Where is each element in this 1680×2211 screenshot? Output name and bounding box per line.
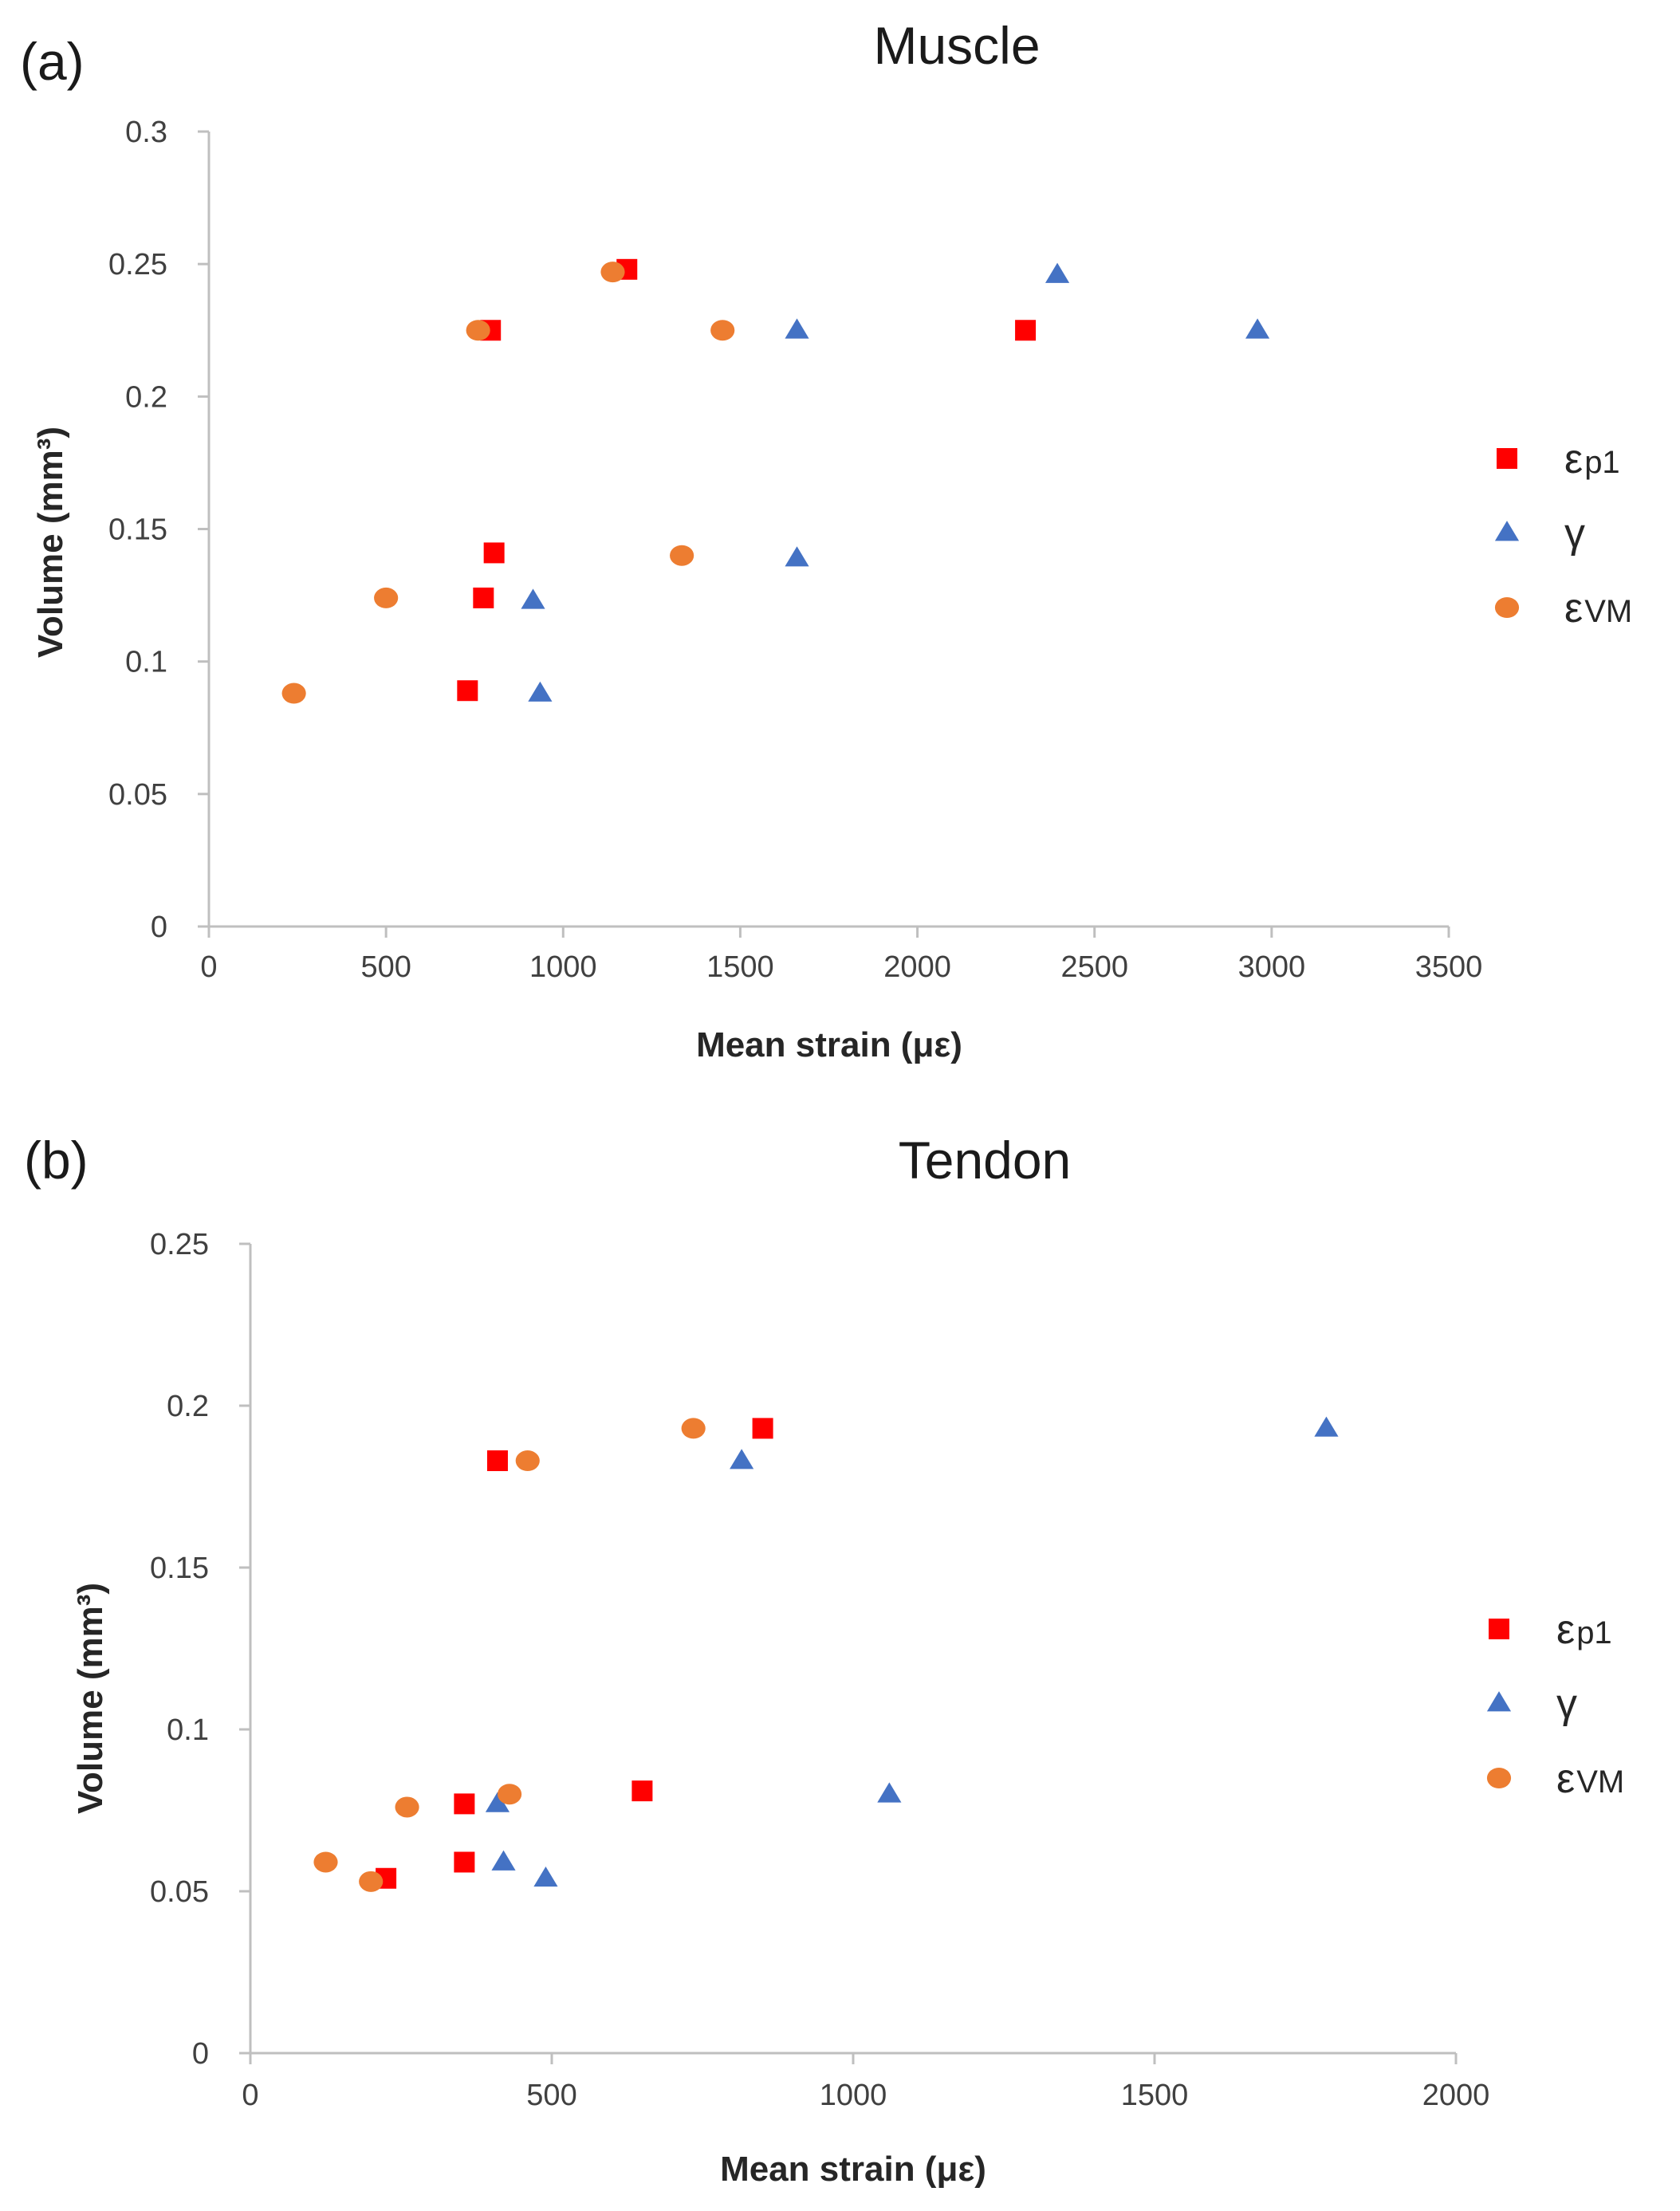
data-point-circle: [281, 683, 306, 704]
y-tick-label: 0.2: [125, 380, 167, 414]
chart-title: Tendon: [899, 1131, 1072, 1190]
data-point-circle: [681, 1418, 706, 1439]
y-tick-label: 0.15: [150, 1552, 209, 1585]
axes: [249, 1244, 1456, 2055]
legend-label: εp1: [1556, 1607, 1612, 1653]
data-point-circle: [498, 1784, 522, 1805]
data-point-triangle: [521, 588, 545, 609]
data-point-circle: [600, 262, 625, 283]
data-point-triangle: [1045, 262, 1070, 283]
x-tick-label: 1000: [820, 2079, 887, 2112]
data-point-triangle: [1314, 1416, 1339, 1437]
data-points: [281, 258, 1270, 704]
data-point-circle: [313, 1851, 338, 1873]
y-tick-label: 0.05: [150, 1875, 209, 1909]
data-point-square: [454, 1851, 475, 1873]
legend-label: εVM: [1564, 585, 1632, 631]
axes: [207, 132, 1449, 928]
y-axis-title: Volume (mm³): [31, 427, 70, 658]
x-tick-label: 500: [526, 2079, 576, 2112]
x-tick-label: 1500: [706, 950, 774, 984]
data-point-square: [473, 587, 494, 608]
data-point-triangle: [528, 681, 553, 702]
y-tick-label: 0.25: [150, 1228, 209, 1261]
x-tick-label: 3500: [1415, 950, 1483, 984]
data-point-triangle: [1245, 318, 1270, 339]
data-point-square: [631, 1780, 653, 1802]
data-point-square: [752, 1418, 773, 1439]
y-axis-title: Volume (mm³): [71, 1583, 110, 1814]
legend-marker-square: [1489, 1619, 1509, 1639]
legend-label: εVM: [1556, 1756, 1624, 1802]
data-point-circle: [670, 545, 694, 566]
tick-labels: 0 0.05 0.1 0.15 0.2 0.25 0.3 0 500 1000 1500 2000 25…: [108, 116, 1482, 984]
y-tick-label: 0.25: [108, 248, 167, 281]
x-tick-label: 2000: [1422, 2079, 1490, 2112]
y-tick-label: 0.1: [167, 1713, 209, 1747]
y-tick-label: 0: [151, 911, 167, 944]
x-tick-label: 3000: [1238, 950, 1306, 984]
legend-marker-square: [1497, 448, 1517, 469]
tendon-scatter-chart: (b) Tendon Mean strain (με) Volume (mm³)…: [24, 1131, 1624, 2189]
data-point-circle: [359, 1871, 384, 1892]
muscle-chart-panel: (a) Muscle Mean strain (με) Volume (mm³)…: [0, 0, 1680, 1092]
data-point-circle: [466, 320, 490, 341]
y-tick-label: 0.05: [108, 778, 167, 812]
data-point-triangle: [533, 1866, 558, 1887]
legend-marker-circle: [1486, 1768, 1512, 1788]
legend-marker-circle: [1494, 597, 1520, 618]
panel-label: (b): [24, 1131, 89, 1190]
y-tick-label: 0.3: [125, 116, 167, 149]
legend-marker-triangle: [1494, 521, 1520, 541]
data-point-square: [454, 1793, 475, 1815]
data-point-square: [1015, 320, 1037, 341]
data-point-circle: [710, 320, 735, 341]
tick-labels: 0 0.05 0.1 0.15 0.2 0.25 0 500 1000 1500 2000: [150, 1228, 1489, 2112]
legend: εp1 γ εVM: [1486, 1607, 1624, 1802]
x-tick-label: 2000: [883, 950, 951, 984]
legend-label: γ: [1556, 1681, 1577, 1727]
data-point-triangle: [877, 1782, 902, 1803]
data-point-circle: [395, 1796, 419, 1818]
tendon-chart-panel: (b) Tendon Mean strain (με) Volume (mm³)…: [0, 1108, 1680, 2211]
data-point-square: [486, 1450, 508, 1472]
muscle-scatter-chart: (a) Muscle Mean strain (με) Volume (mm³)…: [20, 16, 1632, 1064]
data-point-triangle: [785, 318, 809, 339]
data-point-square: [457, 680, 478, 702]
data-point-triangle: [491, 1850, 516, 1871]
chart-title: Muscle: [873, 16, 1040, 75]
x-tick-label: 1500: [1121, 2079, 1189, 2112]
data-point-square: [483, 542, 505, 564]
x-axis-title: Mean strain (με): [696, 1025, 962, 1064]
panel-label: (a): [20, 32, 85, 91]
legend-label: γ: [1564, 510, 1585, 557]
y-tick-label: 0: [192, 2037, 209, 2071]
x-tick-label: 0: [200, 950, 217, 984]
legend-marker-triangle: [1486, 1691, 1512, 1712]
legend: εp1 γ εVM: [1494, 436, 1632, 631]
data-point-triangle: [485, 1792, 510, 1812]
legend-label: εp1: [1564, 436, 1620, 482]
data-point-triangle: [730, 1449, 754, 1469]
y-tick-label: 0.1: [125, 646, 167, 679]
x-tick-label: 1000: [529, 950, 597, 984]
x-tick-label: 500: [360, 950, 411, 984]
data-points: [313, 1416, 1339, 1892]
data-point-circle: [515, 1450, 540, 1472]
x-tick-label: 2500: [1060, 950, 1128, 984]
data-point-circle: [374, 587, 399, 608]
x-axis-title: Mean strain (με): [720, 2150, 986, 2189]
data-point-triangle: [785, 546, 809, 567]
y-tick-label: 0.15: [108, 513, 167, 547]
y-tick-label: 0.2: [167, 1390, 209, 1423]
x-tick-label: 0: [242, 2079, 258, 2112]
